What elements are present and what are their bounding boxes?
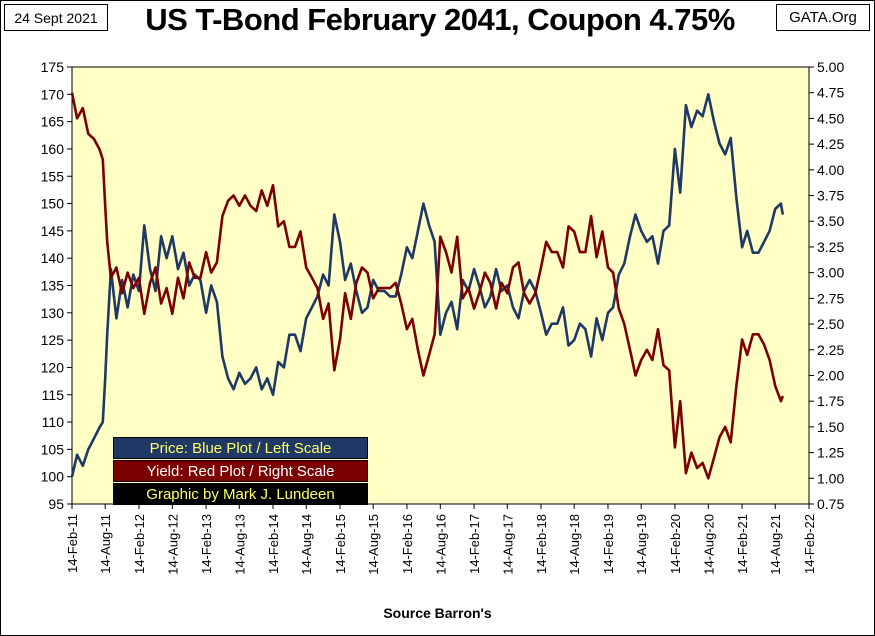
yield-series-line [70, 92, 785, 480]
right-tick-label: 4.25 [817, 136, 844, 152]
x-tick-label: 14-Aug-11 [98, 514, 113, 574]
right-tick-label: 3.75 [817, 188, 844, 204]
right-tick-label: 4.50 [817, 110, 844, 126]
x-tick-label: 14-Feb-19 [601, 514, 616, 574]
x-tick-label: 14-Aug-18 [567, 514, 582, 575]
x-tick-label: 14-Aug-19 [634, 514, 649, 575]
x-tick-label: 14-Feb-21 [735, 514, 750, 574]
x-tick-label: 14-Feb-17 [467, 514, 482, 574]
right-tick-label: 2.25 [817, 342, 844, 358]
x-tick-label: 14-Feb-14 [266, 514, 281, 574]
chart-title: US T-Bond February 2041, Coupon 4.75% [145, 2, 735, 37]
right-tick-label: 1.00 [817, 470, 844, 486]
right-tick-label: 1.25 [817, 445, 844, 461]
left-tick-label: 115 [42, 387, 65, 403]
x-tick-label: 14-Aug-15 [366, 514, 381, 575]
plot-area [71, 66, 810, 505]
x-tick-label: 14-Feb-15 [333, 514, 348, 574]
x-tick-label: 14-Aug-13 [232, 514, 247, 575]
left-tick-label: 160 [41, 141, 65, 157]
x-tick-label: 14-Aug-16 [433, 514, 448, 575]
x-tick-label: 14-Feb-13 [199, 514, 214, 574]
legend-price: Price: Blue Plot / Left Scale [113, 437, 368, 459]
left-tick-label: 130 [41, 305, 65, 321]
left-tick-label: 165 [41, 114, 65, 130]
left-tick-label: 105 [41, 441, 65, 457]
x-tick-label: 14-Aug-12 [165, 514, 180, 575]
right-tick-label: 4.75 [817, 85, 844, 101]
right-tick-label: 0.75 [817, 496, 844, 512]
right-tick-label: 2.75 [817, 290, 844, 306]
x-tick-label: 14-Feb-22 [802, 514, 817, 574]
left-tick-label: 120 [41, 359, 65, 375]
x-tick-label: 14-Feb-20 [668, 514, 683, 574]
right-tick-label: 3.50 [817, 213, 844, 229]
right-tick-label: 1.75 [817, 393, 844, 409]
right-tick-label: 5.00 [817, 59, 844, 75]
left-tick-label: 150 [41, 196, 65, 212]
right-tick-label: 3.25 [817, 239, 844, 255]
x-tick-label: 14-Feb-16 [400, 514, 415, 574]
left-tick-label: 140 [41, 250, 65, 266]
left-tick-label: 135 [41, 278, 65, 294]
left-tick-label: 145 [41, 223, 65, 239]
x-tick-label: 14-Aug-21 [768, 514, 783, 575]
right-tick-label: 3.00 [817, 265, 844, 281]
right-tick-label: 2.50 [817, 316, 844, 332]
price-series-line [70, 93, 785, 477]
right-tick-label: 2.00 [817, 367, 844, 383]
source-tag: GATA.Org [776, 4, 870, 31]
legend-credit: Graphic by Mark J. Lundeen [113, 483, 368, 505]
left-tick-label: 100 [41, 469, 65, 485]
x-tick-label: 14-Feb-18 [534, 514, 549, 574]
left-tick-label: 125 [41, 332, 65, 348]
x-tick-label: 14-Aug-20 [701, 514, 716, 575]
left-tick-label: 110 [42, 414, 65, 430]
x-tick-label: 14-Feb-12 [132, 514, 147, 574]
left-tick-label: 175 [41, 59, 65, 75]
left-tick-label: 170 [41, 86, 65, 102]
legend-yield: Yield: Red Plot / Right Scale [113, 460, 368, 482]
x-axis-label: Source Barron's [383, 605, 492, 621]
x-tick-label: 14-Aug-17 [500, 514, 515, 575]
left-tick-label: 95 [48, 496, 64, 512]
left-tick-label: 155 [41, 168, 65, 184]
x-tick-label: 14-Aug-14 [299, 514, 314, 575]
date-label: 24 Sept 2021 [4, 4, 108, 31]
x-tick-label: 14-Feb-11 [65, 514, 80, 573]
right-tick-label: 4.00 [817, 162, 844, 178]
right-tick-label: 1.50 [817, 419, 844, 435]
